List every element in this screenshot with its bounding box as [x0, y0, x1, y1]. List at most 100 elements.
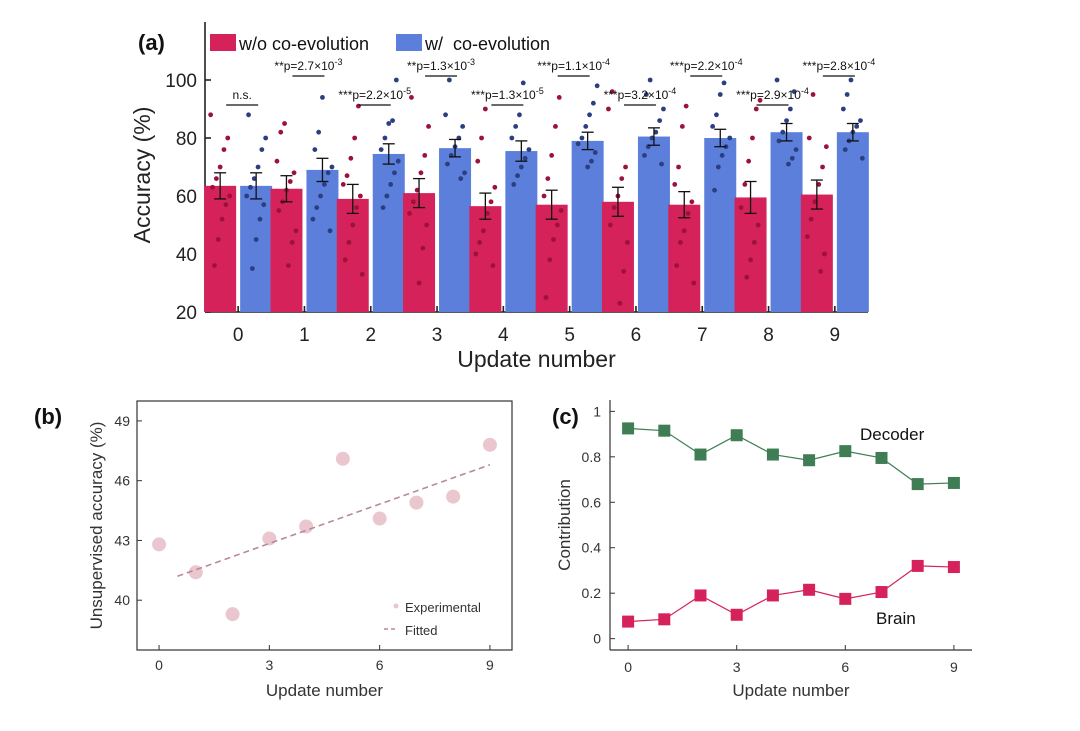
sample-point — [553, 124, 558, 129]
sample-point — [492, 184, 498, 190]
sample-point — [409, 95, 414, 100]
sample-point — [585, 164, 591, 170]
series-marker-brain — [947, 561, 960, 574]
y-axis-title: Accuracy (%) — [129, 107, 155, 244]
sample-point — [685, 211, 691, 216]
legend-label-w: w/ co-evolution — [424, 34, 550, 54]
sample-point — [625, 240, 630, 245]
sample-point — [395, 158, 401, 164]
sample-point — [787, 106, 793, 112]
experimental-point — [482, 437, 497, 452]
sample-point — [285, 263, 291, 268]
sample-point — [606, 106, 611, 112]
series-line-decoder — [628, 427, 954, 485]
sample-point — [653, 129, 659, 135]
series-marker-brain — [622, 615, 635, 628]
y-tick-label: 0.2 — [582, 585, 602, 601]
sample-point — [715, 164, 721, 170]
significance-label: ***p=2.2×10-4 — [670, 57, 743, 73]
sample-point — [446, 77, 452, 83]
sample-point — [359, 271, 365, 277]
sample-point — [314, 205, 320, 211]
sample-point — [789, 155, 795, 161]
experimental-point — [262, 531, 277, 546]
sample-point — [676, 164, 681, 170]
y-tick-label: 0.8 — [582, 449, 602, 465]
sample-point — [556, 95, 562, 100]
y-tick-label: 40 — [176, 245, 197, 266]
sample-point — [858, 118, 863, 123]
sample-point — [380, 205, 386, 211]
sample-point — [710, 124, 716, 129]
x-tick-label: 6 — [631, 325, 642, 346]
bar-s0-c1 — [270, 188, 303, 312]
sample-point — [291, 170, 297, 176]
legend-label-fitted: Fitted — [405, 623, 438, 638]
sample-point — [327, 228, 333, 234]
series-marker-brain — [730, 608, 743, 621]
sample-point — [509, 135, 515, 141]
significance-label: ***p=2.9×10-4 — [736, 86, 809, 102]
series-marker-decoder — [658, 424, 671, 437]
sample-point — [325, 170, 331, 176]
experimental-point — [335, 451, 350, 466]
significance-label: **p=2.7×10-3 — [274, 57, 342, 73]
sample-point — [727, 135, 733, 141]
x-tick-label: 3 — [733, 659, 741, 675]
y-tick-label: 46 — [114, 473, 130, 489]
x-axis-title: Update number — [266, 681, 384, 700]
x-tick-label: 0 — [155, 657, 163, 673]
y-tick-label: 40 — [114, 592, 130, 608]
sample-point — [246, 112, 251, 118]
x-axis-title: Update number — [732, 681, 850, 700]
series-marker-decoder — [875, 451, 888, 464]
sample-point — [215, 237, 221, 242]
series-marker-brain — [803, 583, 816, 596]
sample-point — [276, 208, 282, 213]
sample-point — [594, 83, 600, 89]
panel-c-label: (c) — [552, 404, 579, 429]
sample-point — [547, 257, 553, 263]
experimental-point — [152, 537, 167, 552]
sample-point — [475, 158, 481, 164]
sample-point — [458, 176, 464, 182]
series-marker-brain — [766, 589, 779, 602]
x-tick-label: 0 — [233, 325, 244, 346]
bar-s1-c4 — [505, 151, 538, 312]
sample-point — [249, 266, 255, 271]
sample-point — [714, 112, 719, 118]
sample-point — [793, 147, 799, 153]
sample-point — [744, 274, 750, 280]
x-tick-label: 6 — [376, 657, 384, 673]
sample-point — [791, 89, 797, 94]
sample-point — [659, 161, 664, 167]
sample-point — [293, 228, 299, 234]
sample-point — [414, 187, 420, 193]
significance-label: n.s. — [232, 88, 251, 102]
sample-point — [623, 164, 628, 170]
sample-point — [213, 176, 219, 182]
sample-point — [672, 182, 678, 187]
y-tick-label: 49 — [114, 413, 130, 429]
sample-point — [515, 173, 520, 179]
sample-point — [320, 95, 325, 100]
sample-point — [410, 199, 416, 205]
legend-label-wo: w/o co-evolution — [238, 34, 369, 54]
panel-c: (c) 0 3 6 9 0 0.2 0.4 0.6 0.8 1 Contribution Update … — [552, 400, 972, 700]
sample-point — [420, 245, 426, 251]
experimental-point — [225, 607, 240, 622]
sample-point — [253, 237, 259, 242]
sample-point — [776, 138, 782, 144]
sample-point — [219, 216, 225, 222]
y-tick-label: 43 — [114, 532, 130, 548]
sample-point — [310, 216, 316, 222]
series-marker-decoder — [766, 448, 779, 461]
sample-point — [261, 202, 267, 208]
series-marker-decoder — [622, 422, 635, 435]
sample-point — [541, 193, 547, 199]
sample-point — [549, 153, 555, 158]
sample-point — [681, 228, 687, 234]
significance-label: ***p=2.2×10-5 — [338, 86, 411, 102]
x-tick-label: 1 — [299, 325, 310, 346]
sample-point — [806, 135, 812, 141]
